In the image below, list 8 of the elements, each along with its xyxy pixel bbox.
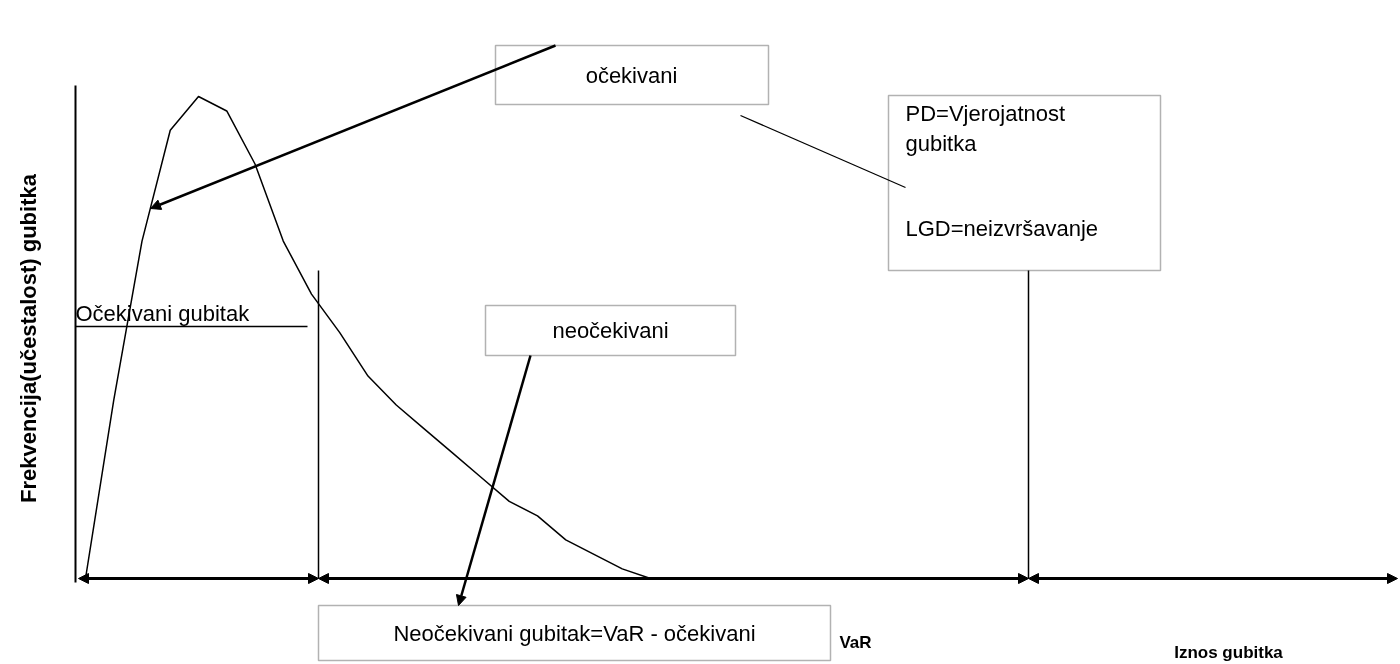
y-axis-title: Frekvencija(učestalost) gubitka bbox=[16, 173, 41, 503]
text: LGD=neizvršavanje bbox=[905, 216, 1099, 241]
text: Neočekivani gubitak=VaR - očekivani bbox=[393, 621, 756, 646]
annotation: neočekivani bbox=[552, 318, 669, 343]
text: očekivani bbox=[585, 63, 678, 88]
text: Iznos gubitka bbox=[1174, 643, 1284, 662]
text: VaR bbox=[839, 633, 872, 652]
text: PD=Vjerojatnost gubitka bbox=[905, 101, 1066, 156]
